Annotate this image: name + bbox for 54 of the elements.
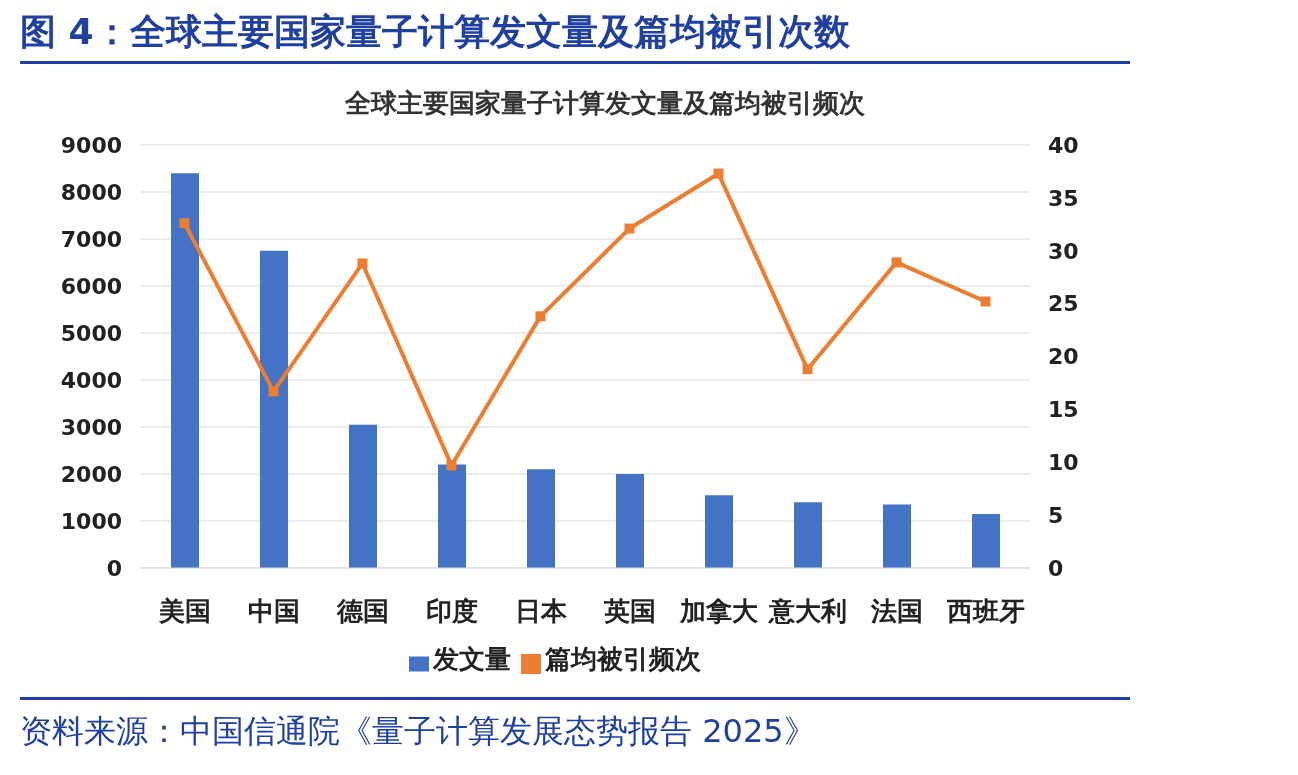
y-tick-label: 0 xyxy=(106,555,122,581)
point xyxy=(802,364,813,375)
chart-subtitle: 全球主要国家量子计算发文量及篇均被引频次 xyxy=(344,87,866,120)
y-tick-label: 6000 xyxy=(60,273,122,299)
x-tick-label: 中国 xyxy=(247,596,300,627)
y-tick-label: 2000 xyxy=(60,461,122,487)
y2-tick-label: 30 xyxy=(1048,238,1079,264)
bar xyxy=(260,250,288,568)
bar xyxy=(349,424,377,568)
chart-title: 图 4：全球主要国家量子计算发文量及篇均被引次数 xyxy=(20,8,1130,64)
y2-tick-label: 5 xyxy=(1048,502,1064,528)
y-tick-label: 7000 xyxy=(60,226,122,252)
x-tick-label: 德国 xyxy=(335,596,389,627)
text: 资料来源：中国信通院《量子计算发展态势报告 2025》 xyxy=(20,711,817,752)
x-tick-label: 美国 xyxy=(157,596,211,627)
y-tick-label: 8000 xyxy=(60,179,122,205)
y-tick-label: 3000 xyxy=(60,414,122,440)
bar xyxy=(705,495,733,568)
point xyxy=(980,296,991,307)
bar xyxy=(527,469,555,568)
bar xyxy=(794,502,822,568)
point xyxy=(357,258,368,269)
point xyxy=(713,168,724,179)
x-tick-label: 英国 xyxy=(602,596,656,627)
bar xyxy=(883,504,911,568)
y2-tick-label: 40 xyxy=(1048,132,1079,158)
point xyxy=(891,257,902,268)
point xyxy=(535,311,546,322)
x-tick-label: 加拿大 xyxy=(678,596,759,627)
y2-tick-label: 20 xyxy=(1048,344,1079,370)
y2-tick-label: 25 xyxy=(1048,291,1079,317)
point xyxy=(179,218,190,229)
legend-label: 篇均被引频次 xyxy=(545,644,701,674)
bar xyxy=(616,474,644,568)
y2-tick-label: 0 xyxy=(1048,555,1064,581)
y-tick-label: 5000 xyxy=(60,320,122,346)
y-tick-label: 4000 xyxy=(60,367,122,393)
x-tick-label: 日本 xyxy=(514,596,568,627)
point xyxy=(268,386,279,397)
bar xyxy=(171,173,199,568)
x-tick-label: 西班牙 xyxy=(945,596,1025,627)
bar xyxy=(438,464,466,568)
bar xyxy=(972,513,1000,568)
point xyxy=(624,223,635,234)
x-tick-label: 法国 xyxy=(869,596,923,627)
x-tick-label: 意大利 xyxy=(767,596,847,627)
y-tick-label: 1000 xyxy=(60,508,122,534)
y2-tick-label: 15 xyxy=(1048,397,1079,423)
y2-tick-label: 10 xyxy=(1048,450,1079,476)
y2-tick-label: 35 xyxy=(1048,185,1079,211)
x-tick-label: 印度 xyxy=(425,596,478,627)
legend-label: 发文量 xyxy=(433,644,511,674)
point xyxy=(446,460,457,471)
y-tick-label: 9000 xyxy=(60,132,122,158)
